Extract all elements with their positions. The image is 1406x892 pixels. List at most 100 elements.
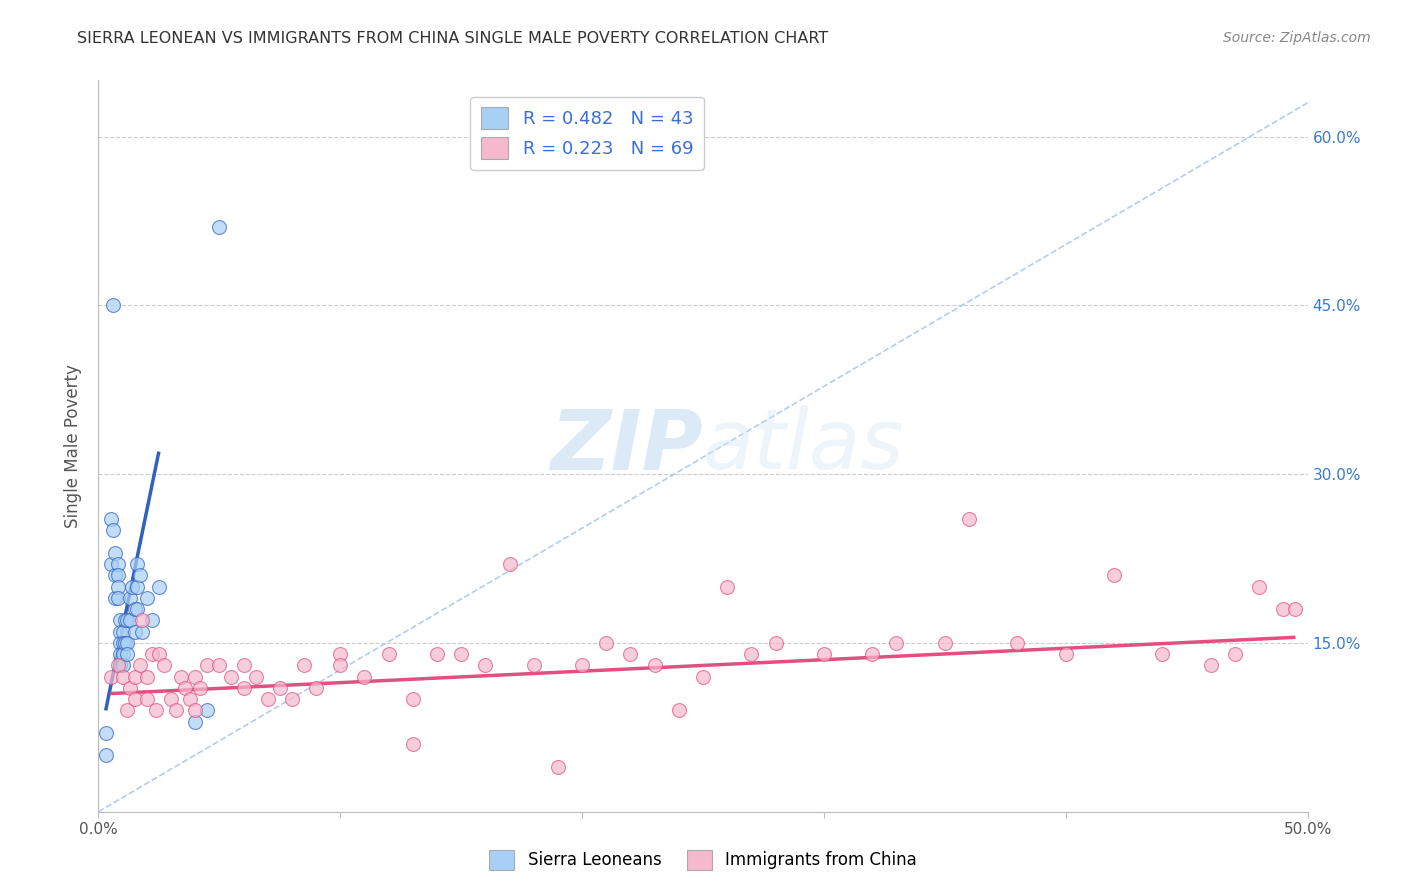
Point xyxy=(104,591,127,605)
Point xyxy=(94,748,117,763)
Point xyxy=(184,670,207,684)
Point xyxy=(329,647,352,661)
Point xyxy=(221,670,243,684)
Point xyxy=(141,614,163,628)
Point xyxy=(1054,647,1077,661)
Point xyxy=(127,602,149,616)
Point xyxy=(148,647,170,661)
Point xyxy=(547,760,569,774)
Point xyxy=(107,591,129,605)
Point xyxy=(100,670,122,684)
Point xyxy=(100,557,122,571)
Point xyxy=(523,658,546,673)
Point xyxy=(595,636,617,650)
Point xyxy=(127,580,149,594)
Point xyxy=(232,681,254,695)
Point xyxy=(107,568,129,582)
Point xyxy=(450,647,472,661)
Point xyxy=(305,681,328,695)
Point xyxy=(117,636,139,650)
Point xyxy=(128,568,150,582)
Point xyxy=(1284,602,1306,616)
Text: SIERRA LEONEAN VS IMMIGRANTS FROM CHINA SINGLE MALE POVERTY CORRELATION CHART: SIERRA LEONEAN VS IMMIGRANTS FROM CHINA … xyxy=(77,31,828,46)
Text: ZIP: ZIP xyxy=(550,406,703,486)
Point xyxy=(104,546,127,560)
Point xyxy=(232,658,254,673)
Point xyxy=(117,614,139,628)
Point xyxy=(571,658,593,673)
Text: Source: ZipAtlas.com: Source: ZipAtlas.com xyxy=(1223,31,1371,45)
Point xyxy=(245,670,267,684)
Point xyxy=(135,591,157,605)
Point xyxy=(131,624,153,639)
Point xyxy=(269,681,291,695)
Point xyxy=(108,614,131,628)
Text: atlas: atlas xyxy=(703,406,904,486)
Point xyxy=(740,647,762,661)
Point xyxy=(118,591,141,605)
Point xyxy=(377,647,399,661)
Point xyxy=(1152,647,1174,661)
Point xyxy=(135,670,157,684)
Point xyxy=(104,568,127,582)
Point xyxy=(619,647,641,661)
Point xyxy=(402,737,425,751)
Point xyxy=(195,658,218,673)
Point xyxy=(108,658,131,673)
Point xyxy=(114,636,136,650)
Point xyxy=(107,580,129,594)
Point xyxy=(111,624,134,639)
Point xyxy=(108,636,131,650)
Point xyxy=(934,636,956,650)
Point xyxy=(208,219,231,234)
Point xyxy=(111,647,134,661)
Point xyxy=(692,670,714,684)
Point xyxy=(474,658,496,673)
Point xyxy=(124,692,146,706)
Point xyxy=(101,298,124,312)
Point xyxy=(668,703,690,717)
Point xyxy=(107,658,129,673)
Point xyxy=(160,692,183,706)
Point xyxy=(256,692,278,706)
Point xyxy=(111,636,134,650)
Point xyxy=(184,703,207,717)
Point xyxy=(281,692,304,706)
Point xyxy=(329,658,352,673)
Point xyxy=(111,670,134,684)
Point xyxy=(716,580,738,594)
Point xyxy=(108,624,131,639)
Point xyxy=(179,692,201,706)
Point xyxy=(107,557,129,571)
Legend: Sierra Leoneans, Immigrants from China: Sierra Leoneans, Immigrants from China xyxy=(482,843,924,877)
Point xyxy=(426,647,449,661)
Point xyxy=(860,647,883,661)
Point xyxy=(135,692,157,706)
Point xyxy=(121,580,143,594)
Point xyxy=(100,512,122,526)
Point xyxy=(131,614,153,628)
Point xyxy=(128,658,150,673)
Point xyxy=(174,681,197,695)
Point xyxy=(644,658,666,673)
Point xyxy=(765,636,787,650)
Y-axis label: Single Male Poverty: Single Male Poverty xyxy=(65,364,83,528)
Point xyxy=(1007,636,1029,650)
Point xyxy=(114,614,136,628)
Point xyxy=(124,602,146,616)
Point xyxy=(886,636,908,650)
Point xyxy=(108,647,131,661)
Point xyxy=(1249,580,1271,594)
Point xyxy=(208,658,231,673)
Point xyxy=(498,557,520,571)
Point xyxy=(1199,658,1222,673)
Point xyxy=(188,681,211,695)
Point xyxy=(169,670,191,684)
Point xyxy=(1223,647,1246,661)
Point xyxy=(117,647,139,661)
Legend: R = 0.482   N = 43, R = 0.223   N = 69: R = 0.482 N = 43, R = 0.223 N = 69 xyxy=(470,96,704,169)
Point xyxy=(152,658,174,673)
Point xyxy=(402,692,425,706)
Point xyxy=(124,624,146,639)
Point xyxy=(813,647,835,661)
